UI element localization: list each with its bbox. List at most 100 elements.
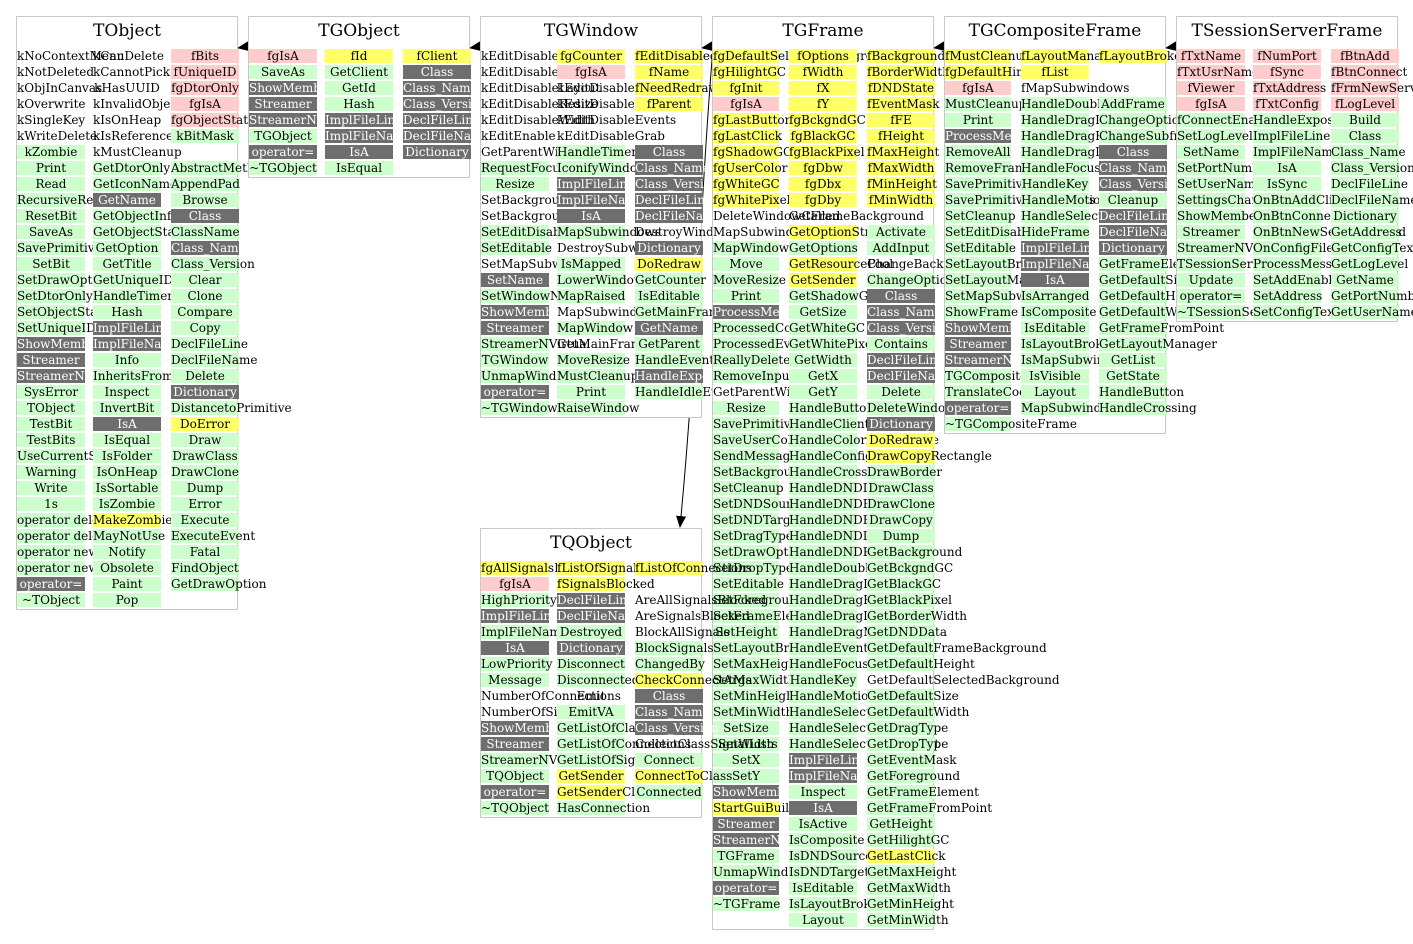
member-processmessage: ProcessMessage [1253,257,1354,271]
member-gethilightgc: GetHilightGC [867,833,950,847]
member-keditdisablelayout: kEditDisableLayout [481,81,600,95]
member-label: kIsOnHeap [93,113,162,127]
member-classname: ClassName [171,225,240,239]
member-getaddress: GetAddress [1331,225,1402,239]
member-label: GetName [640,321,698,335]
member-obsolete: Obsolete [93,561,161,575]
member-setdroptype: SetDropType [713,561,793,575]
member-getdefaultheight: GetDefaultHeight [867,657,975,671]
member-handletimer: HandleTimer [557,145,637,159]
member-label: MapWindow [557,321,633,335]
member-drawborder: DrawBorder [867,465,942,479]
member-label: SetSize [723,721,769,735]
member-koverwrite: kOverwrite [17,97,86,111]
member-settingschanged: SettingsChanged [1177,193,1282,207]
member-handledragenter: HandleDragEnter [1021,129,1129,143]
member-foptions: fOptions [789,49,857,63]
member-drawclone: DrawClone [171,465,239,479]
member-label: GetSender [558,769,624,783]
member-drawclass: DrawClass [867,481,935,495]
member-label: HandleKey [1021,177,1089,191]
member-label: SetMinHeight [713,689,799,703]
member-fgisa: fgIsA [171,97,239,111]
member-iscomposite: IsComposite [1021,305,1097,319]
member-isa: IsA [557,209,625,223]
member-ffrmnewserver: fFrmNewServer [1331,81,1413,95]
member-label: GetCounter [635,273,707,287]
member-label: ProcessMessage [713,305,814,319]
member-label: RemoveFrame [945,161,1034,175]
member-label: HandleSelection [789,705,890,719]
member-getloglevel: GetLogLevel [1331,257,1408,271]
member-getparentwindow: GetParentWindow [481,145,591,159]
member-class-version: Class_Version [1099,177,1183,191]
member-label: BlockAllSignals [635,625,730,639]
member-label: SaveAs [28,225,74,239]
member-label: SetWidth [717,737,775,751]
member-getdefaultsize: GetDefaultSize [1099,273,1191,287]
member-label: GetLayoutManager [1099,337,1218,351]
member-declfileline: DeclFileLine [403,113,480,127]
member-label: MapSubwindows [1021,401,1125,415]
member-fgwhitegc: fgWhiteGC [713,177,780,191]
member-fbtnconnect: fBtnConnect [1331,65,1407,79]
member-label: LowPriority [481,657,553,671]
member-setdndtarget: SetDNDTarget [713,513,802,527]
member-label: MoveResize [713,273,786,287]
member-mapsubwindows: MapSubwindows [1021,401,1125,415]
member-tgcompositeframe: TGCompositeFrame [945,369,1067,383]
member-saveas: SaveAs [17,225,85,239]
member-label: Streamer [1182,225,1240,239]
member-class: Class [171,209,239,223]
class-box-tgwindow: TGWindow kEditDisableHeight kEditDisableKe… [480,16,738,418]
member-processedconfigure: ProcessedConfigure [713,321,835,335]
member-label: fUniqueID [173,65,237,79]
member-label: GetX [807,369,839,383]
member-label: ImplFileLine [1021,241,1099,255]
member-label: GetId [342,81,376,95]
member-label: SetDropType [713,561,793,575]
member-label: Destroyed [559,625,623,639]
member-clone: Clone [171,289,239,303]
member-fgdby: fgDby [789,193,857,207]
member-label: Class [420,65,454,79]
member-label: SetDrawOption [713,545,808,559]
member-getlistofsignals: GetListOfSignals [557,753,660,767]
member-handleconfigurenotify: HandleConfigureNotify [789,449,931,463]
member-getheight: GetHeight [867,817,935,831]
member-getlistofclasssignals: GetListOfClassSignals [557,721,693,735]
member-label: GetDtorOnly [93,161,171,175]
member-declfileline: DeclFileLine [1331,177,1408,191]
member-label: ~TGFrame [713,897,781,911]
member-label: CollectClassSignalLists [635,737,778,751]
member-label: SetDNDTarget [713,513,803,527]
member-label: fgDbx [804,177,842,191]
member-doerror: DoError [171,417,239,431]
member-isa: IsA [325,145,393,159]
member-kcannotpick: kCannotPick [93,65,170,79]
member-flistofsignals: fListOfSignals [557,561,643,575]
member-iszombie: IsZombie [93,497,161,511]
member-tobject: TObject [17,401,85,415]
member-label: fX [816,81,830,95]
member-iseditable: IsEditable [1021,321,1089,335]
member-fx: fX [789,81,857,95]
member-setbackgroundcolor: SetBackgroundColor [713,465,840,479]
member-label: GetBlackPixel [867,593,952,607]
member-saveusercolor: SaveUserColor [713,433,805,447]
member-browse: Browse [171,193,239,207]
member-handleclientmessage: HandleClientMessage [789,417,923,431]
member-label: Class_Name [867,305,942,319]
member-label: Class_Name [1099,161,1174,175]
member-label: GetName [1336,273,1394,287]
member-collectclasssignallists: CollectClassSignalLists [635,737,778,751]
member-label: IsEditable [792,881,854,895]
class-box-tgobject: TGObject fgIsA SaveAs ShowMembers Streamer St… [248,16,490,178]
member-handlemotion: HandleMotion [1021,193,1108,207]
member-resize: Resize [713,401,779,415]
member-fsync: fSync [1253,65,1321,79]
member-iseditable: IsEditable [789,881,857,895]
member-setportnumber: SetPortNumber [1177,161,1273,175]
member-label: SetEditable [713,577,785,591]
member-label: GetWhiteGC [789,321,866,335]
